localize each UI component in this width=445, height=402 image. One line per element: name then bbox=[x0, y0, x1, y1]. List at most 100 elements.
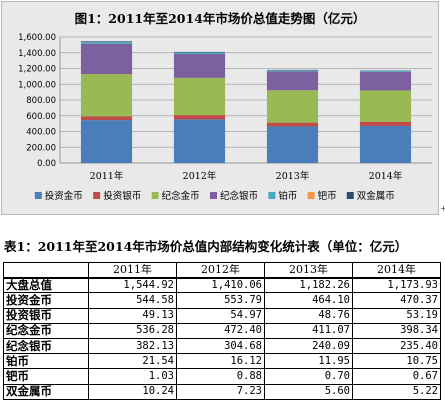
table-cell: 10.75 bbox=[352, 353, 441, 370]
row-label: 铂币 bbox=[3, 353, 89, 370]
table-cell: 536.28 bbox=[88, 322, 177, 339]
bar-segment bbox=[80, 42, 133, 44]
table-row: 铂币 21.54 16.12 11.95 10.75 bbox=[3, 353, 441, 370]
legend-label: 双金属币 bbox=[357, 190, 395, 202]
bar-segment bbox=[80, 43, 133, 75]
bar-segment bbox=[173, 52, 226, 54]
column-header: 2013年 bbox=[264, 261, 353, 279]
x-tick-label: 2011年 bbox=[90, 170, 124, 182]
legend-swatch bbox=[210, 192, 217, 199]
row-label: 钯币 bbox=[3, 368, 89, 385]
bar-segment bbox=[173, 53, 226, 78]
table-cell: 7.23 bbox=[176, 383, 265, 400]
table-row: 纪念金币 536.28 472.40 411.07 398.34 bbox=[3, 322, 441, 339]
bar-segment bbox=[80, 116, 133, 121]
table-row: 钯币 1.03 0.88 0.70 0.67 bbox=[3, 368, 441, 385]
y-tick-label: 1,200.00 bbox=[18, 65, 56, 75]
y-tick-label: 1,600.00 bbox=[18, 33, 56, 43]
table-cell: 1,173.93 bbox=[352, 277, 441, 294]
table-cell: 1,544.92 bbox=[88, 277, 177, 294]
column-header: 2014年 bbox=[352, 261, 441, 279]
row-label: 投资金币 bbox=[3, 292, 89, 309]
y-tick-label: 0.00 bbox=[37, 159, 56, 169]
bar-segment bbox=[173, 77, 226, 116]
table-cell: 544.58 bbox=[88, 292, 177, 309]
bar-segment bbox=[359, 71, 412, 91]
legend-label: 投资金币 bbox=[45, 190, 83, 202]
table-cell: 235.40 bbox=[352, 337, 441, 355]
table-cell: 0.70 bbox=[264, 368, 353, 385]
row-label: 投资银币 bbox=[3, 307, 89, 324]
column-header: 2011年 bbox=[88, 261, 177, 279]
table-cell: 49.13 bbox=[88, 307, 177, 324]
table-cell: 10.24 bbox=[88, 383, 177, 400]
row-label: 双金属币 bbox=[3, 383, 89, 400]
y-tick-label: 600.00 bbox=[26, 112, 56, 122]
table-cell: 1.03 bbox=[88, 368, 177, 385]
bar-segment bbox=[359, 121, 412, 126]
table-cell: 470.37 bbox=[352, 292, 441, 309]
table-header-row: 2011年 2012年 2013年 2014年 bbox=[3, 261, 441, 279]
table-cell: 304.68 bbox=[176, 337, 265, 355]
bar-segment bbox=[359, 125, 412, 163]
bar-segment bbox=[173, 51, 226, 53]
bar-segment bbox=[80, 120, 133, 163]
table-row: 大盘总值 1,544.92 1,410.06 1,182.26 1,173.93 bbox=[3, 277, 441, 294]
legend-swatch bbox=[93, 192, 101, 199]
legend-label: 投资银币 bbox=[103, 190, 141, 202]
y-tick-label: 400.00 bbox=[26, 128, 56, 138]
legend-swatch bbox=[307, 192, 315, 199]
bar-segment bbox=[266, 70, 319, 72]
legend-swatch bbox=[34, 192, 42, 199]
table-row: 双金属币 10.24 7.23 5.60 5.22 bbox=[3, 383, 441, 400]
legend-swatch bbox=[268, 192, 276, 199]
bar-segment bbox=[173, 119, 226, 163]
x-tick-label: 2013年 bbox=[276, 170, 310, 182]
legend-label: 铂币 bbox=[278, 190, 297, 202]
table-corner-cell bbox=[3, 261, 89, 279]
bar-segment bbox=[80, 74, 133, 117]
chart-title: 图1：2011年至2014年市场价总值走势图（亿元） bbox=[74, 11, 366, 26]
table-cell: 5.22 bbox=[352, 383, 441, 400]
bar-segment bbox=[359, 90, 412, 122]
row-label: 大盘总值 bbox=[3, 277, 89, 294]
legend-label: 纪念金币 bbox=[162, 190, 200, 202]
data-table: 2011年 2012年 2013年 2014年 大盘总值 1,544.92 1,… bbox=[3, 261, 441, 400]
bar-segment bbox=[266, 90, 319, 123]
table-cell: 464.10 bbox=[264, 292, 353, 309]
bar-segment bbox=[173, 115, 226, 120]
stacked-bar-chart: 0.00 200.00 400.00 600.00 800.00 1,000.00 1,20… bbox=[18, 33, 432, 202]
table-row: 投资银币 49.13 54.97 48.76 53.19 bbox=[3, 307, 441, 324]
table-cell: 1,410.06 bbox=[176, 277, 265, 294]
x-tick-label: 2014年 bbox=[369, 170, 403, 182]
table-cell: 5.60 bbox=[264, 383, 353, 400]
chart-panel: 图1：2011年至2014年市场价总值走势图（亿元） 0.00 200.00 400… bbox=[1, 1, 439, 215]
table-cell: 382.13 bbox=[88, 337, 177, 355]
x-tick-label: 2012年 bbox=[183, 170, 217, 182]
legend-label: 钯币 bbox=[318, 190, 337, 202]
table-cell: 0.67 bbox=[352, 368, 441, 385]
table-title: 表1：2011年至2014年市场价总值内部结构变化统计表（单位：亿元） bbox=[4, 239, 408, 254]
table-cell: 411.07 bbox=[264, 322, 353, 339]
table-cell: 240.09 bbox=[264, 337, 353, 355]
y-tick-label: 1,400.00 bbox=[18, 49, 56, 59]
row-label: 纪念金币 bbox=[3, 322, 89, 339]
column-header: 2012年 bbox=[176, 261, 265, 279]
table-cell: 53.19 bbox=[352, 307, 441, 324]
table-cell: 21.54 bbox=[88, 353, 177, 370]
legend-swatch bbox=[151, 192, 159, 199]
table-cell: 1,182.26 bbox=[264, 277, 353, 294]
y-tick-label: 800.00 bbox=[26, 96, 56, 106]
bar-segment bbox=[266, 126, 319, 163]
row-label: 纪念银币 bbox=[3, 337, 89, 355]
bar-segment bbox=[80, 41, 133, 43]
table-row: 投资金币 544.58 553.79 464.10 470.37 bbox=[3, 292, 441, 309]
table-cell: 472.40 bbox=[176, 322, 265, 339]
table-cell: 16.12 bbox=[176, 353, 265, 370]
y-tick-label: 200.00 bbox=[26, 143, 56, 153]
bar-segment bbox=[359, 71, 412, 72]
legend-swatch bbox=[346, 192, 354, 199]
table-row: 纪念银币 382.13 304.68 240.09 235.40 bbox=[3, 337, 441, 355]
y-tick-label: 1,000.00 bbox=[18, 80, 56, 90]
table-cell: 0.88 bbox=[176, 368, 265, 385]
